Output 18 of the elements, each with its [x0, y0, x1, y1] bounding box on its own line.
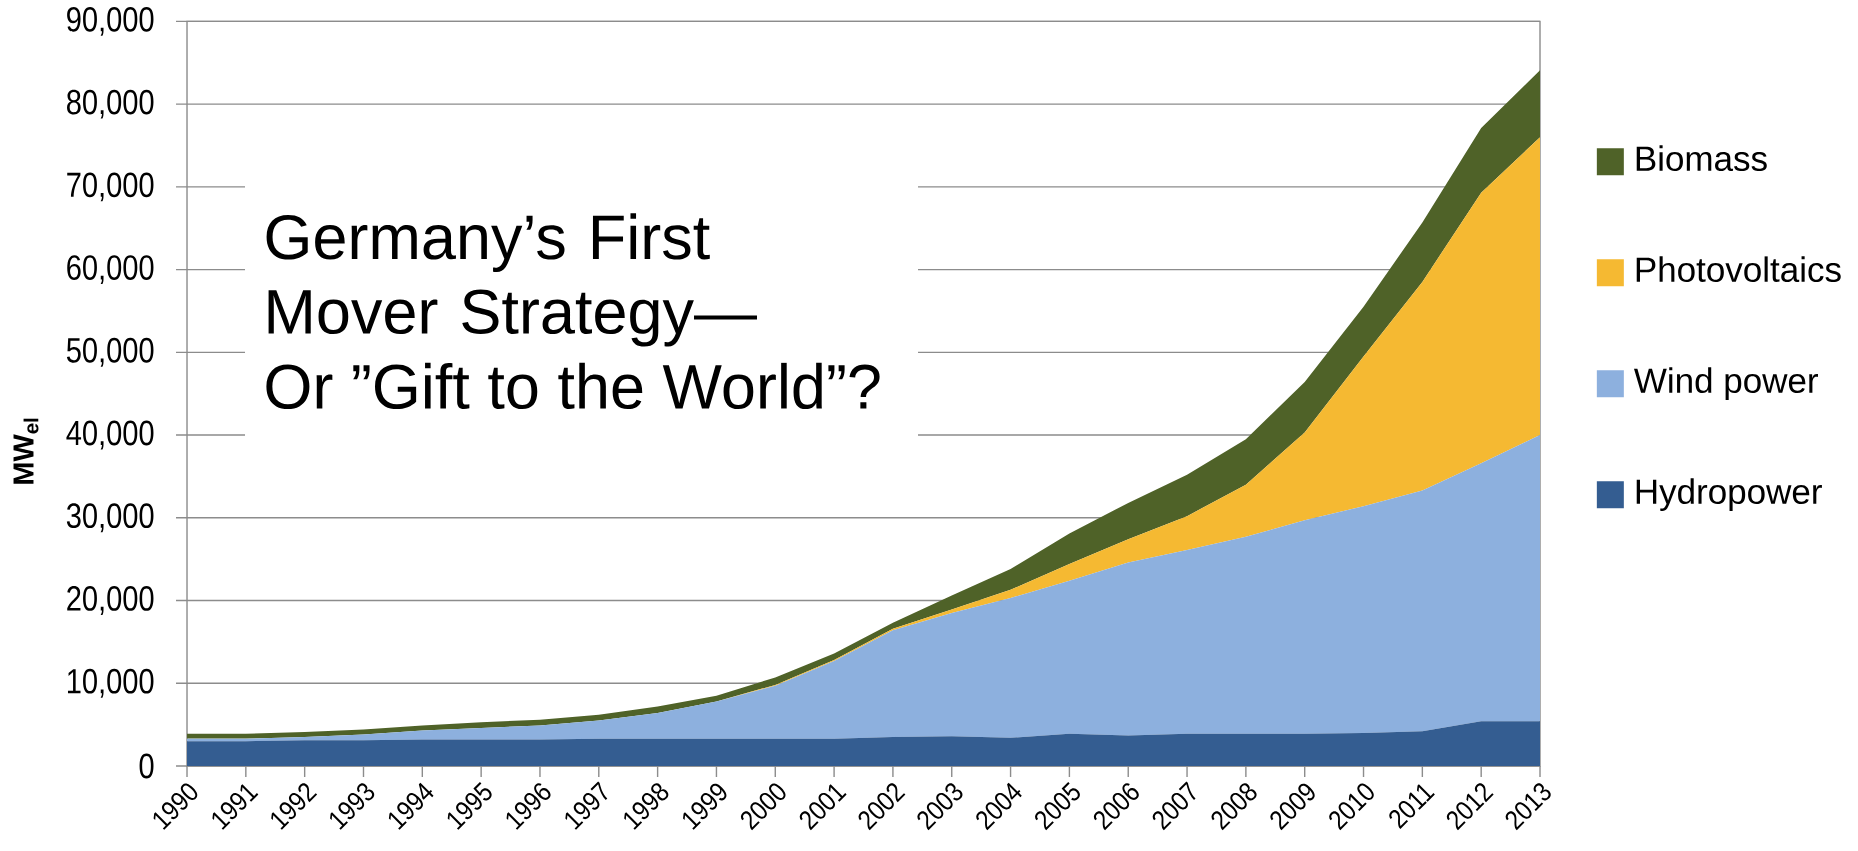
text: Or ”Gift to the World”?: [266, 362, 880, 410]
y-tick-label: 20,000: [67, 586, 154, 615]
y-tick-label: 40,000: [66, 420, 154, 450]
y-tick-label: 90,000: [67, 6, 154, 36]
text: Germany’s First Mover Strategy—: [266, 213, 757, 347]
y-tick-label: 60,000: [67, 255, 154, 285]
y-tick-label: 30,000: [66, 503, 154, 533]
y-axis-title: MW$_{el}$: [13, 418, 39, 484]
y-tick-label: 10,000: [67, 668, 154, 698]
y-tick-label: 80,000: [67, 89, 154, 119]
legend-label: Wind power: [1634, 367, 1818, 401]
y-tick-label: 50,000: [66, 337, 154, 367]
legend-label: Hydropower: [1636, 478, 1822, 512]
legend-label: Photovoltaics: [1636, 256, 1841, 283]
y-tick-label: 70,000: [67, 172, 154, 202]
y-tick-label: 0: [139, 753, 154, 779]
x-tick-label: 2011: [1389, 784, 1435, 829]
legend-label: Biomass: [1636, 145, 1767, 172]
